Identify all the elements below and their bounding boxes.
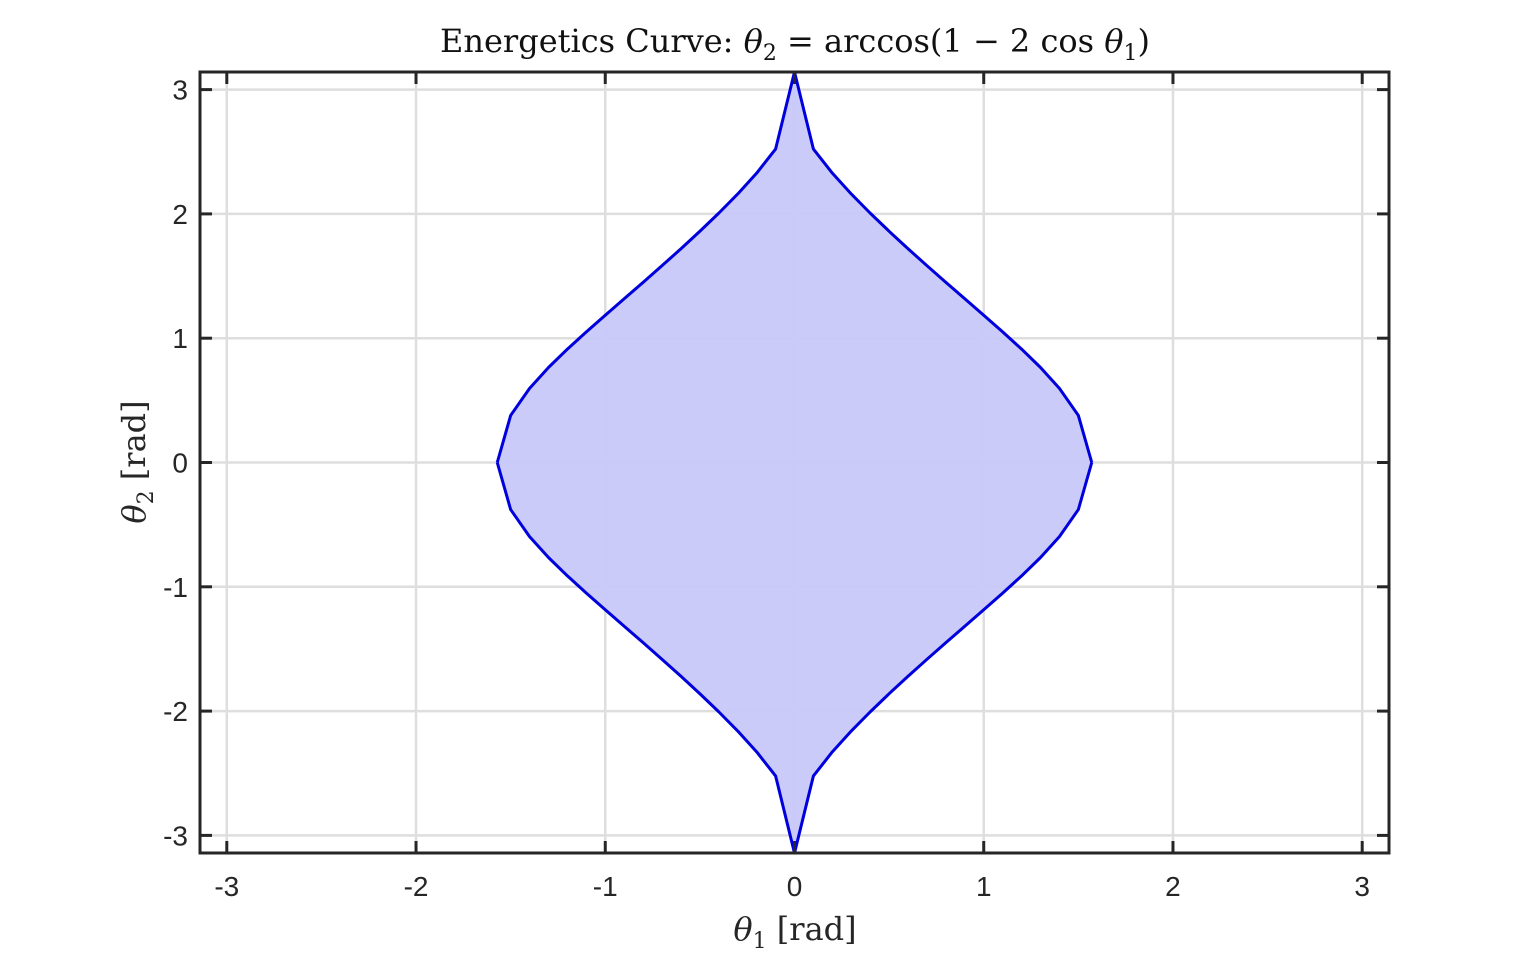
y-tick-label: -3	[163, 820, 188, 851]
x-tick-label: 3	[1354, 871, 1370, 902]
x-axis-subscript: 1	[753, 929, 767, 954]
title-theta1-symbol: θ	[1104, 22, 1123, 60]
x-tick-label: 0	[787, 871, 803, 902]
x-axis-label: θ1 [rad]	[733, 910, 856, 954]
x-axis-symbol: θ	[733, 910, 752, 948]
y-tick-label: -1	[163, 572, 188, 603]
title-prefix: Energetics Curve:	[440, 22, 744, 60]
title-theta2-subscript: 2	[763, 41, 777, 66]
y-axis-unit: [rad]	[115, 400, 153, 490]
x-axis-unit: [rad]	[767, 910, 857, 948]
y-tick-label: 2	[172, 199, 188, 230]
title-middle: = arccos(1 − 2 cos	[777, 22, 1104, 60]
x-tick-label: 1	[976, 871, 992, 902]
series-fill-region	[497, 72, 1092, 853]
x-tick-label: -2	[404, 871, 429, 902]
y-tick-label: 0	[172, 448, 188, 479]
x-tick-label: 2	[1165, 871, 1181, 902]
y-tick-label: -2	[163, 696, 188, 727]
y-axis-symbol: θ	[115, 504, 153, 523]
x-tick-label: -1	[593, 871, 618, 902]
x-tick-label: -3	[214, 871, 239, 902]
title-theta2-symbol: θ	[744, 22, 763, 60]
title-suffix: )	[1138, 22, 1150, 60]
y-axis-subscript: 2	[134, 490, 159, 504]
chart-title: Energetics Curve: θ2 = arccos(1 − 2 cos …	[440, 22, 1150, 66]
y-axis-label: θ2 [rad]	[115, 400, 159, 523]
title-theta1-subscript: 1	[1124, 41, 1138, 66]
x-tick-labels: -3 -2 -1 0 1 2 3	[214, 871, 1370, 902]
axis-ticks	[200, 72, 1389, 853]
y-tick-label: 3	[172, 75, 188, 106]
y-tick-label: 1	[172, 323, 188, 354]
y-tick-labels: -3 -2 -1 0 1 2 3	[163, 75, 188, 852]
